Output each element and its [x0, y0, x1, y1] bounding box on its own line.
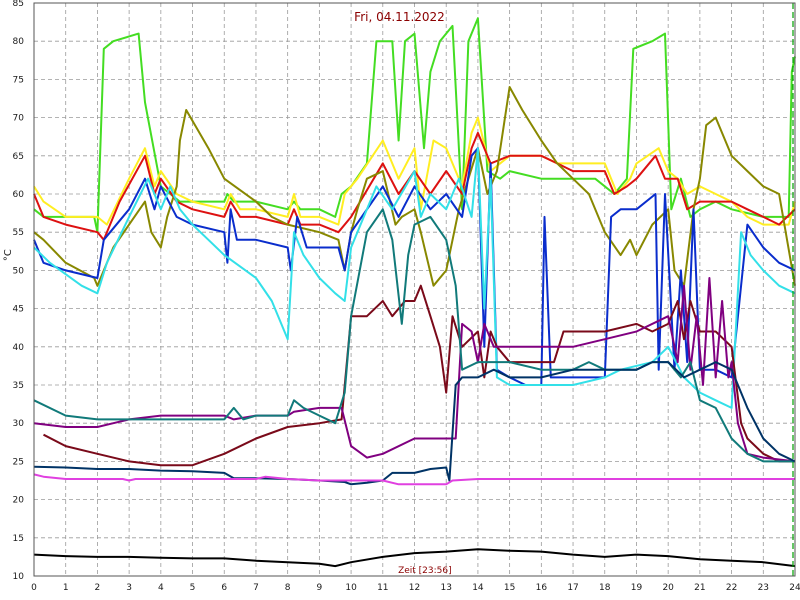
x-tick-label: 3 [126, 583, 132, 593]
tick-labels: 0 1 2 3 4 5 6 7 8 9 10 11 12 13 14 15 16 17 18 19 20 21 22 23 24… [13, 0, 800, 593]
y-tick-label: 30 [13, 419, 25, 429]
y-tick-label: 10 [13, 572, 25, 582]
y-axis-label: °C [3, 249, 14, 261]
series-line-6 [33, 147, 796, 409]
x-tick-label: 12 [409, 583, 420, 593]
plot-frame [33, 2, 796, 577]
x-tick-label: 5 [190, 583, 196, 593]
y-tick-label: 20 [13, 496, 25, 506]
x-tick-label: 11 [377, 583, 388, 593]
x-axis-label: Zeit [23:56] [398, 566, 452, 576]
series-line-4 [33, 86, 796, 287]
y-tick-label: 50 [13, 266, 25, 276]
x-tick-label: 14 [472, 583, 484, 593]
series-line-7 [43, 284, 795, 467]
x-tick-label: 15 [504, 583, 515, 593]
x-tick-label: 8 [285, 583, 291, 593]
x-tick-label: 4 [158, 583, 164, 593]
y-tick-label: 15 [13, 534, 24, 544]
x-tick-label: 10 [345, 583, 357, 593]
series-line-12 [33, 548, 796, 568]
series-lines [33, 17, 796, 568]
x-tick-label: 16 [536, 583, 548, 593]
chart-title: Fri, 04.11.2022 [354, 10, 445, 24]
y-tick-label: 60 [13, 190, 25, 200]
x-tick-label: 1 [63, 583, 69, 593]
series-line-2 [33, 116, 796, 226]
x-tick-label: 22 [726, 583, 737, 593]
x-tick-label: 19 [631, 583, 643, 593]
series-line-10 [33, 361, 796, 486]
x-tick-label: 18 [599, 583, 611, 593]
y-tick-label: 65 [13, 152, 24, 162]
y-tick-label: 80 [13, 37, 25, 47]
x-tick-label: 13 [440, 583, 451, 593]
y-tick-label: 55 [13, 228, 24, 238]
x-tick-label: 20 [662, 583, 674, 593]
x-tick-label: 0 [31, 583, 37, 593]
x-tick-label: 2 [95, 583, 101, 593]
series-line-11 [33, 473, 795, 486]
x-tick-label: 7 [253, 583, 259, 593]
y-tick-label: 45 [13, 305, 24, 315]
x-tick-label: 9 [317, 583, 323, 593]
x-tick-label: 23 [758, 583, 769, 593]
y-tick-label: 40 [13, 343, 25, 353]
y-tick-label: 85 [13, 0, 24, 9]
y-tick-label: 75 [13, 75, 24, 85]
y-tick-label: 70 [13, 114, 25, 124]
grid-lines [33, 2, 796, 577]
x-tick-label: 21 [694, 583, 705, 593]
x-tick-label: 6 [221, 583, 227, 593]
series-line-9 [33, 208, 795, 463]
y-tick-label: 35 [13, 381, 24, 391]
x-tick-label: 17 [567, 583, 578, 593]
x-tick-label: 24 [789, 583, 800, 593]
y-tick-label: 25 [13, 457, 24, 467]
